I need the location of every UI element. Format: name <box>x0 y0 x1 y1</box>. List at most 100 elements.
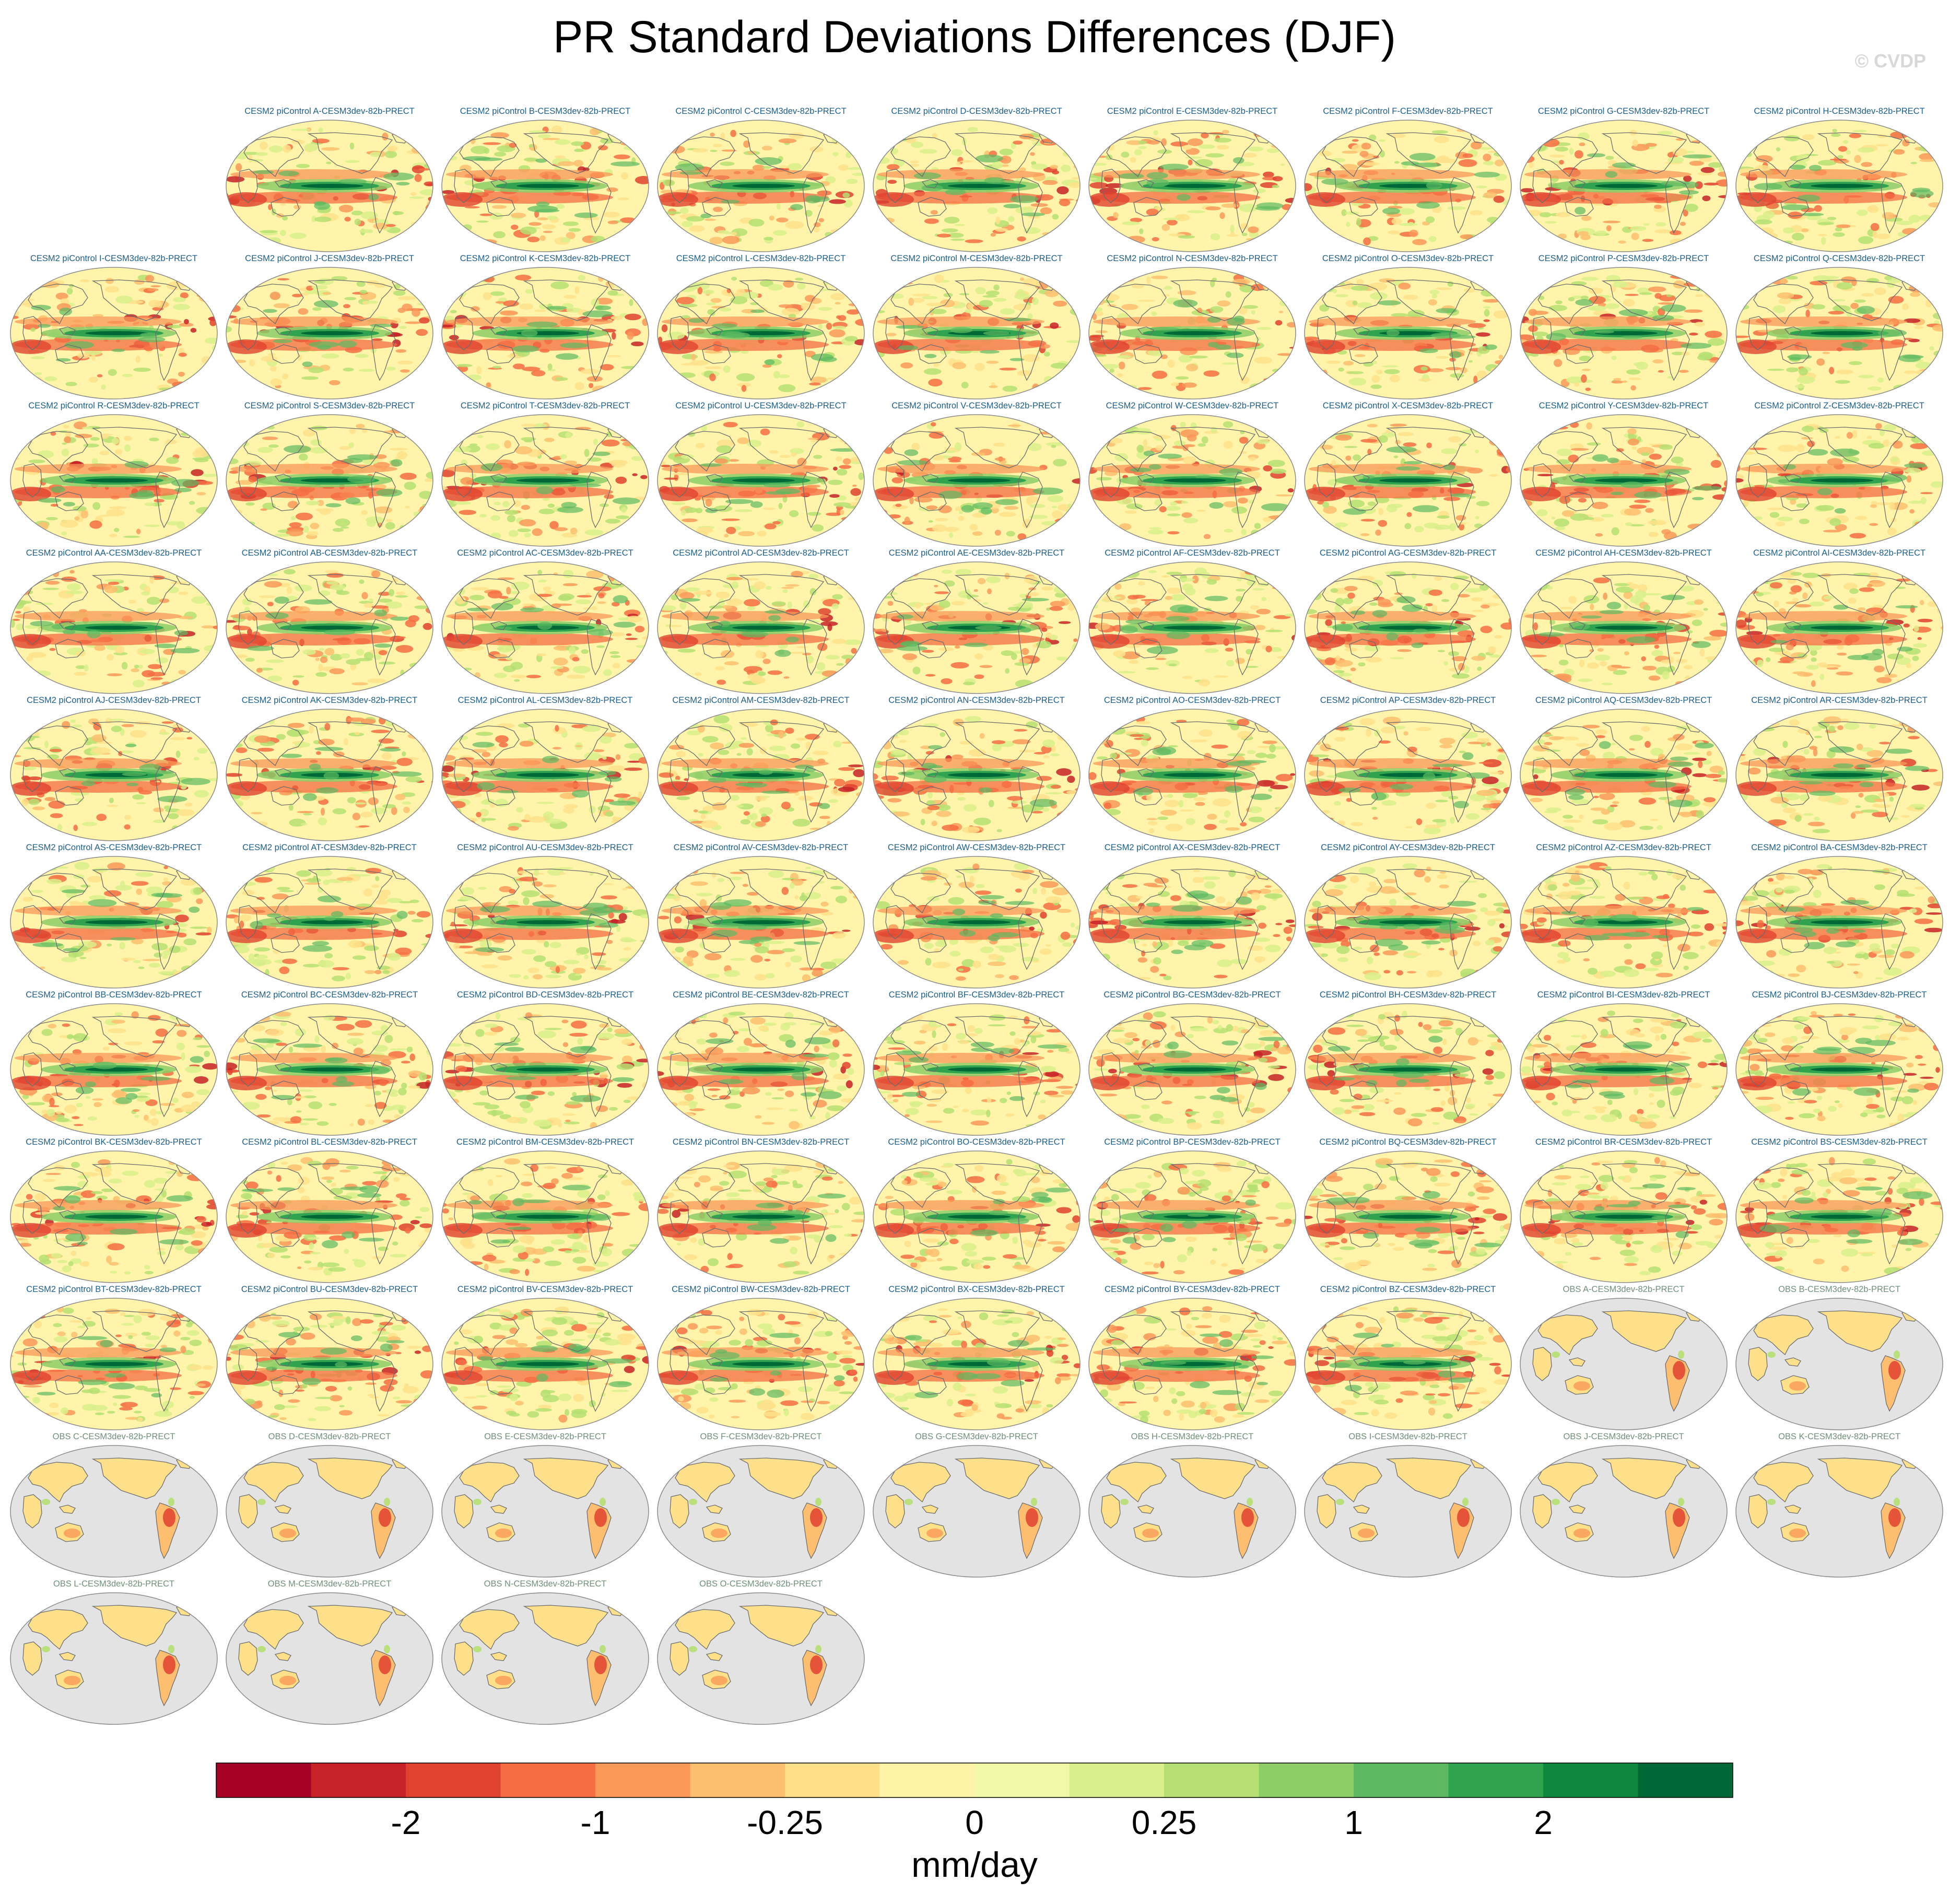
model-map <box>657 120 865 252</box>
model-map <box>10 1003 218 1136</box>
map-panel: OBS D-CESM3dev-82b-PRECT <box>222 1432 437 1579</box>
page-title: PR Standard Deviations Differences (DJF) <box>553 12 1396 62</box>
colorbar-tick-label: 0 <box>965 1804 984 1841</box>
model-map <box>1304 561 1512 694</box>
model-map <box>1304 120 1512 252</box>
model-map <box>657 1003 865 1136</box>
model-map <box>10 561 218 694</box>
map-panel: CESM2 piControl AH-CESM3dev-82b-PRECT <box>1516 548 1731 696</box>
model-map <box>1520 120 1728 252</box>
map-panel: CESM2 piControl U-CESM3dev-82b-PRECT <box>653 401 868 548</box>
colorbar-swatch <box>595 1763 690 1797</box>
map-panel: CESM2 piControl AI-CESM3dev-82b-PRECT <box>1732 548 1947 696</box>
model-map <box>873 856 1081 989</box>
panel-title: OBS G-CESM3dev-82b-PRECT <box>915 1432 1038 1441</box>
colorbar-tick-label: 0.25 <box>1132 1804 1197 1841</box>
colorbar-units-label: mm/day <box>911 1845 1038 1885</box>
model-map <box>657 561 865 694</box>
map-panel: CESM2 piControl AT-CESM3dev-82b-PRECT <box>222 843 437 990</box>
model-map <box>441 1150 649 1283</box>
panel-grid: CESM2 piControl A-CESM3dev-82b-PRECT CESM… <box>6 107 1947 1726</box>
panel-title: CESM2 piControl BB-CESM3dev-82b-PRECT <box>26 990 202 1000</box>
panel-title: CESM2 piControl AB-CESM3dev-82b-PRECT <box>241 548 418 558</box>
map-panel: CESM2 piControl AQ-CESM3dev-82b-PRECT <box>1516 696 1731 843</box>
model-map <box>1304 1003 1512 1136</box>
map-panel: CESM2 piControl R-CESM3dev-82b-PRECT <box>6 401 221 548</box>
map-panel: CESM2 piControl BO-CESM3dev-82b-PRECT <box>869 1137 1084 1285</box>
map-panel: CESM2 piControl BF-CESM3dev-82b-PRECT <box>869 990 1084 1137</box>
map-panel: OBS M-CESM3dev-82b-PRECT <box>222 1579 437 1726</box>
map-panel: CESM2 piControl AO-CESM3dev-82b-PRECT <box>1085 696 1300 843</box>
map-panel: OBS F-CESM3dev-82b-PRECT <box>653 1432 868 1579</box>
panel-title: CESM2 piControl I-CESM3dev-82b-PRECT <box>30 254 198 263</box>
map-panel: OBS E-CESM3dev-82b-PRECT <box>438 1432 653 1579</box>
panel-title: CESM2 piControl BH-CESM3dev-82b-PRECT <box>1319 990 1497 1000</box>
model-map <box>1088 709 1296 841</box>
map-panel: CESM2 piControl T-CESM3dev-82b-PRECT <box>438 401 653 548</box>
obs-map <box>1520 1445 1728 1578</box>
panel-title: CESM2 piControl AP-CESM3dev-82b-PRECT <box>1320 696 1496 705</box>
map-panel: OBS K-CESM3dev-82b-PRECT <box>1732 1432 1947 1579</box>
model-map <box>441 856 649 989</box>
map-panel: CESM2 piControl AL-CESM3dev-82b-PRECT <box>438 696 653 843</box>
panel-title: CESM2 piControl AX-CESM3dev-82b-PRECT <box>1104 843 1281 852</box>
panel-title: CESM2 piControl BA-CESM3dev-82b-PRECT <box>1751 843 1928 852</box>
model-map <box>441 709 649 841</box>
panel-title: OBS H-CESM3dev-82b-PRECT <box>1131 1432 1254 1441</box>
map-panel: CESM2 piControl E-CESM3dev-82b-PRECT <box>1085 107 1300 254</box>
map-panel: CESM2 piControl BN-CESM3dev-82b-PRECT <box>653 1137 868 1285</box>
model-map <box>10 1150 218 1283</box>
panel-title: CESM2 piControl BE-CESM3dev-82b-PRECT <box>673 990 849 1000</box>
model-map <box>226 856 433 989</box>
map-panel: CESM2 piControl AX-CESM3dev-82b-PRECT <box>1085 843 1300 990</box>
panel-title: CESM2 piControl F-CESM3dev-82b-PRECT <box>1323 107 1493 116</box>
model-map <box>441 120 649 252</box>
panel-title: CESM2 piControl BQ-CESM3dev-82b-PRECT <box>1319 1137 1497 1147</box>
panel-title: CESM2 piControl K-CESM3dev-82b-PRECT <box>460 254 631 263</box>
colorbar-swatch <box>1638 1763 1733 1797</box>
panel-title: OBS F-CESM3dev-82b-PRECT <box>700 1432 822 1441</box>
panel-title: CESM2 piControl BK-CESM3dev-82b-PRECT <box>26 1137 202 1147</box>
panel-title: CESM2 piControl AJ-CESM3dev-82b-PRECT <box>27 696 201 705</box>
model-map <box>1735 561 1943 694</box>
colorbar: -2 -1 -0.25 0 0.25 1 2 <box>216 1762 1733 1841</box>
obs-map <box>1304 1445 1512 1578</box>
panel-title: CESM2 piControl BL-CESM3dev-82b-PRECT <box>242 1137 417 1147</box>
colorbar-tick-label: -1 <box>581 1804 610 1841</box>
model-map <box>1088 1003 1296 1136</box>
model-map <box>657 856 865 989</box>
panel-title: CESM2 piControl AK-CESM3dev-82b-PRECT <box>241 696 418 705</box>
panel-title: CESM2 piControl Q-CESM3dev-82b-PRECT <box>1753 254 1925 263</box>
map-panel: OBS H-CESM3dev-82b-PRECT <box>1085 1432 1300 1579</box>
model-map <box>1088 856 1296 989</box>
map-panel: OBS B-CESM3dev-82b-PRECT <box>1732 1285 1947 1432</box>
obs-map <box>1520 1298 1728 1430</box>
model-map <box>1735 120 1943 252</box>
map-panel: CESM2 piControl C-CESM3dev-82b-PRECT <box>653 107 868 254</box>
panel-title: CESM2 piControl AW-CESM3dev-82b-PRECT <box>887 843 1066 852</box>
map-panel: CESM2 piControl BT-CESM3dev-82b-PRECT <box>6 1285 221 1432</box>
colorbar-swatch <box>974 1763 1070 1797</box>
map-panel: CESM2 piControl AD-CESM3dev-82b-PRECT <box>653 548 868 696</box>
panel-title: CESM2 piControl AE-CESM3dev-82b-PRECT <box>888 548 1065 558</box>
panel-title: OBS B-CESM3dev-82b-PRECT <box>1778 1285 1900 1294</box>
panel-title: CESM2 piControl AZ-CESM3dev-82b-PRECT <box>1536 843 1711 852</box>
panel-title: OBS J-CESM3dev-82b-PRECT <box>1563 1432 1684 1441</box>
panel-title: CESM2 piControl AS-CESM3dev-82b-PRECT <box>26 843 202 852</box>
panel-title: CESM2 piControl AL-CESM3dev-82b-PRECT <box>457 696 633 705</box>
panel-title: CESM2 piControl AC-CESM3dev-82b-PRECT <box>457 548 633 558</box>
map-panel: CESM2 piControl F-CESM3dev-82b-PRECT <box>1300 107 1516 254</box>
map-panel: CESM2 piControl BG-CESM3dev-82b-PRECT <box>1085 990 1300 1137</box>
panel-title: CESM2 piControl S-CESM3dev-82b-PRECT <box>244 401 415 410</box>
model-map <box>657 709 865 841</box>
panel-title: OBS K-CESM3dev-82b-PRECT <box>1778 1432 1900 1441</box>
model-map <box>1088 1150 1296 1283</box>
map-panel: CESM2 piControl BA-CESM3dev-82b-PRECT <box>1732 843 1947 990</box>
model-map <box>1088 267 1296 399</box>
panel-title: CESM2 piControl O-CESM3dev-82b-PRECT <box>1322 254 1494 263</box>
map-panel: OBS I-CESM3dev-82b-PRECT <box>1300 1432 1516 1579</box>
map-panel: CESM2 piControl H-CESM3dev-82b-PRECT <box>1732 107 1947 254</box>
panel-title: CESM2 piControl AU-CESM3dev-82b-PRECT <box>457 843 633 852</box>
colorbar-swatch <box>1543 1763 1638 1797</box>
model-map <box>873 414 1081 547</box>
